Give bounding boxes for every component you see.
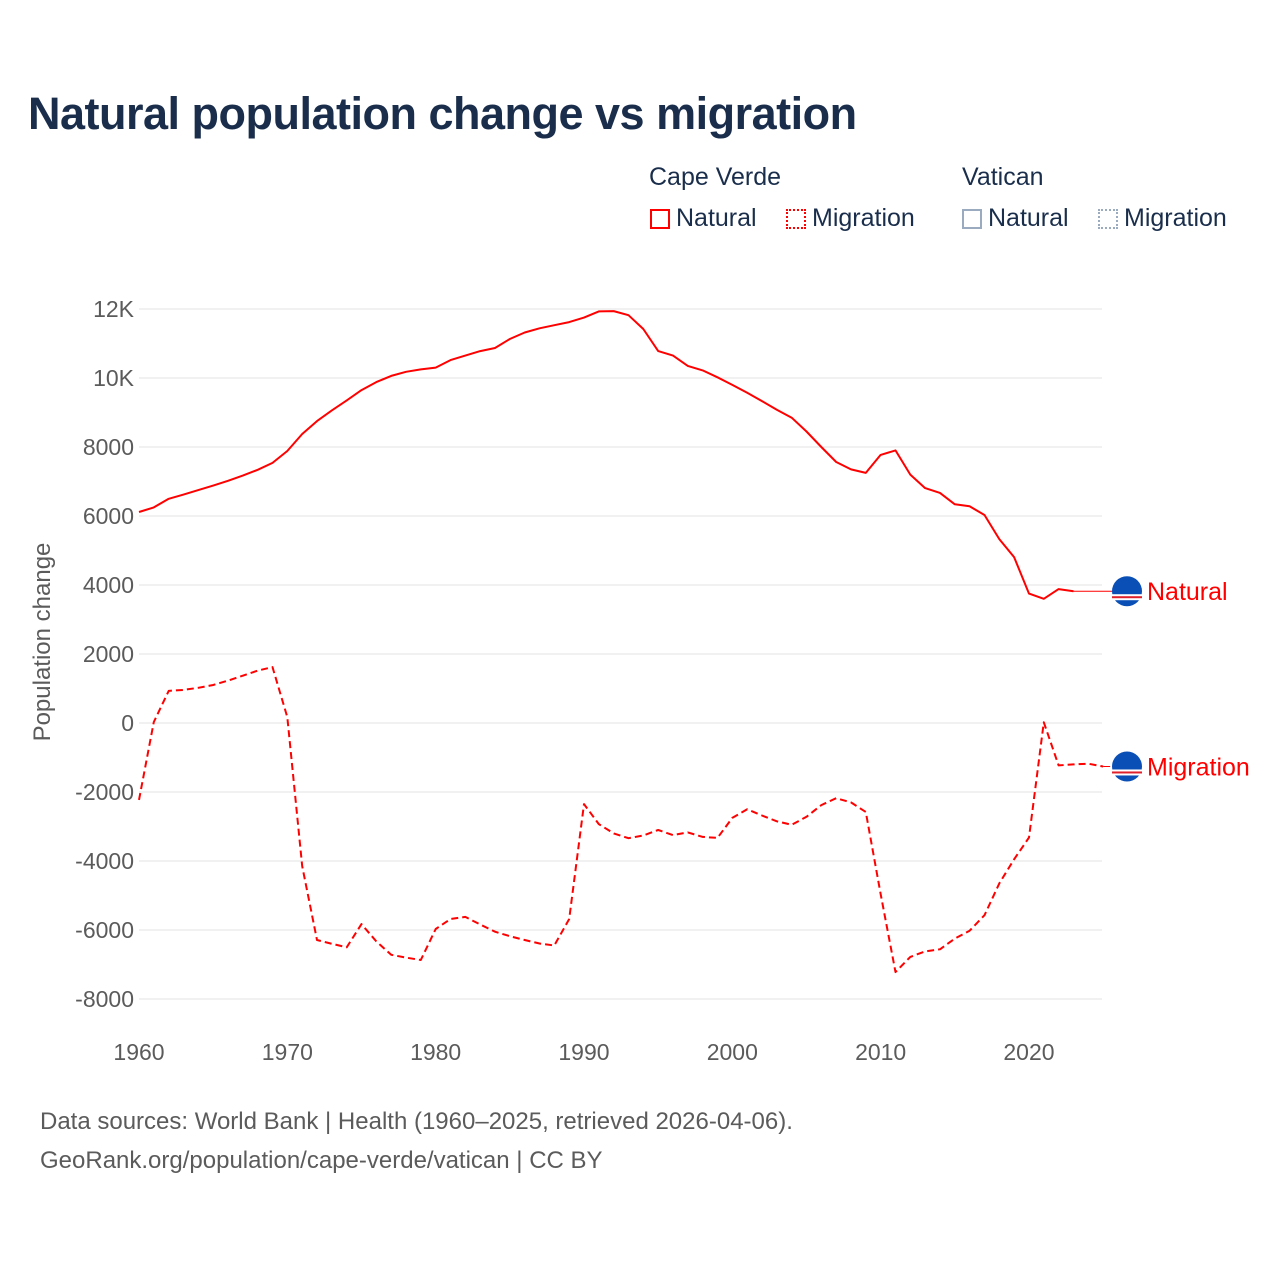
legend-item-vatican-migration[interactable]: Migration	[1098, 204, 1227, 233]
y-tick-label: -4000	[75, 848, 134, 874]
dotted-swatch-icon	[786, 208, 806, 229]
x-tick-label: 2000	[707, 1039, 758, 1065]
legend-label: Natural	[988, 204, 1069, 232]
series-line-migration	[138, 666, 1104, 974]
x-tick-label: 1990	[558, 1039, 609, 1065]
y-tick-label: 8000	[83, 434, 134, 460]
y-tick-label: -8000	[75, 986, 134, 1012]
y-tick-label: 2000	[83, 641, 134, 667]
x-tick-label: 2020	[1003, 1039, 1054, 1065]
legend-group-vatican: Vatican	[962, 163, 1044, 191]
series-end-label: Natural	[1147, 578, 1228, 606]
y-tick-label: -2000	[75, 779, 134, 805]
solid-swatch-icon	[962, 208, 982, 229]
legend-group-cape-verde: Cape Verde	[649, 163, 782, 191]
y-tick-label: 6000	[83, 503, 134, 529]
footer-sources: Data sources: World Bank | Health (1960–…	[40, 1108, 793, 1135]
series-line-natural	[138, 310, 1074, 600]
y-axis-label: Population change	[29, 543, 56, 742]
x-tick-label: 2010	[855, 1039, 906, 1065]
legend-item-vatican-natural[interactable]: Natural	[962, 204, 1069, 233]
y-tick-label: 10K	[93, 365, 135, 391]
footer-link[interactable]: GeoRank.org/population/cape-verde/vatica…	[40, 1147, 603, 1174]
legend-label: Natural	[676, 204, 757, 232]
solid-swatch-icon	[650, 208, 670, 229]
y-tick-label: 0	[121, 710, 134, 736]
cape-verde-flag-icon	[1112, 751, 1142, 782]
y-tick-label: 12K	[93, 296, 135, 322]
x-tick-label: 1970	[262, 1039, 313, 1065]
series-end-label: Migration	[1147, 753, 1250, 781]
legend-label: Migration	[812, 204, 915, 232]
legend-item-cape-verde-migration[interactable]: Migration	[786, 204, 915, 233]
chart-title: Natural population change vs migration	[28, 88, 857, 139]
x-tick-label: 1980	[410, 1039, 461, 1065]
y-tick-label: -6000	[75, 917, 134, 943]
y-tick-label: 4000	[83, 572, 134, 598]
legend-item-cape-verde-natural[interactable]: Natural	[650, 204, 757, 233]
legend-label: Migration	[1124, 204, 1227, 232]
dotted-swatch-icon	[1098, 208, 1118, 229]
cape-verde-flag-icon	[1112, 576, 1142, 607]
x-tick-label: 1960	[113, 1039, 164, 1065]
